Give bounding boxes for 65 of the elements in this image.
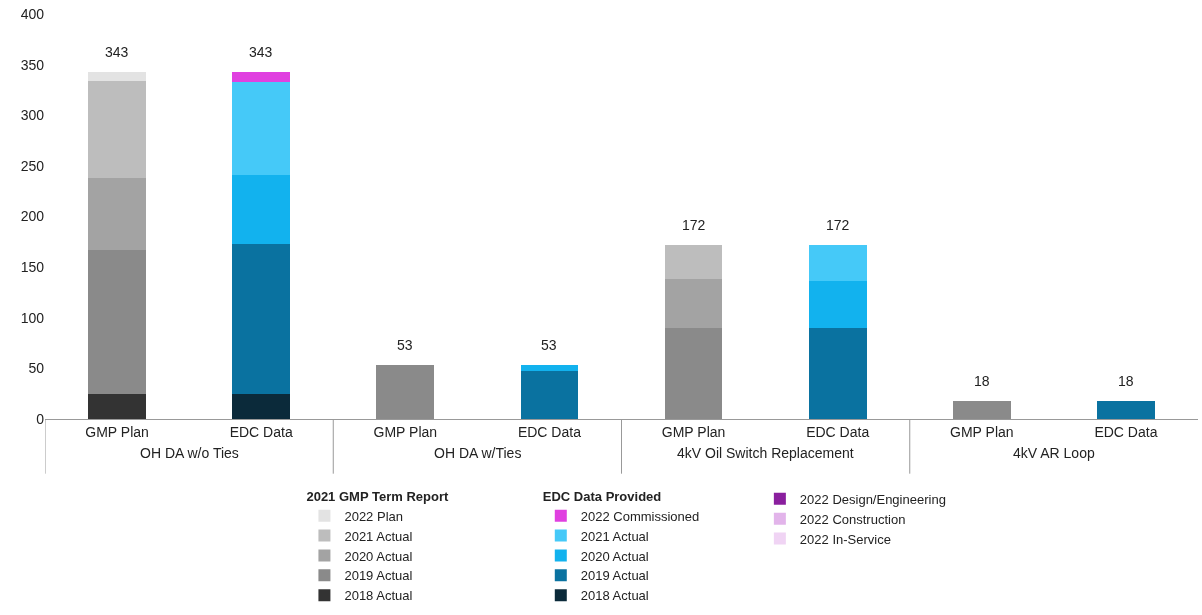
total-label: 18	[974, 373, 990, 389]
y-tick-label: 250	[20, 157, 45, 174]
total-label: 18	[1118, 373, 1134, 389]
legend-label: 2018 Actual	[580, 588, 649, 604]
bar	[88, 80, 146, 179]
bar	[232, 243, 291, 394]
bar	[232, 81, 291, 175]
total-label: 172	[682, 217, 706, 233]
bar	[1097, 400, 1155, 419]
bar	[376, 365, 435, 419]
legend-label: 2020 Actual	[580, 548, 649, 564]
y-tick-label: 100	[20, 309, 45, 326]
bar	[520, 365, 579, 372]
bar	[88, 249, 146, 394]
legend-label: 2019 Actual	[344, 568, 413, 584]
bar	[808, 244, 867, 282]
text: 4kV AR Loop	[1013, 445, 1095, 461]
legend-label: 2018 Actual	[344, 588, 413, 604]
x-tick-label: EDC Data	[806, 423, 870, 440]
text: 2021 GMP Term Report	[306, 488, 449, 504]
total-label: 343	[105, 44, 129, 60]
x-tick-label: EDC Data	[1094, 423, 1158, 440]
total-label: 53	[397, 337, 413, 353]
legend-label: 2022 Commissioned	[580, 508, 700, 524]
text: EDC Data Provided	[542, 488, 662, 504]
bar	[664, 327, 723, 419]
y-tick-label: 150	[20, 259, 45, 276]
y-tick-label: 200	[20, 208, 45, 225]
legend-label: 2020 Actual	[344, 548, 413, 564]
text: OH DA w/o Ties	[140, 445, 239, 461]
y-tick-label: 300	[20, 107, 45, 124]
y-tick-label: 50	[28, 360, 45, 377]
legend-label: 2021 Actual	[344, 528, 413, 544]
total-label: 343	[249, 44, 273, 60]
legend-label: 2019 Actual	[580, 568, 649, 584]
bar	[808, 281, 867, 328]
bar	[664, 279, 723, 328]
x-tick-label: GMP Plan	[950, 423, 1014, 440]
legend-label: 2022 Plan	[344, 508, 403, 524]
bar	[664, 244, 723, 280]
x-tick-label: GMP Plan	[373, 423, 438, 440]
legend-label: 2022 In-Service	[799, 531, 891, 547]
bar	[232, 71, 291, 82]
y-tick-label: 350	[20, 56, 45, 73]
bar	[520, 371, 579, 419]
text: OH DA w/Ties	[434, 445, 522, 461]
bar	[232, 174, 291, 244]
x-tick-label: EDC Data	[229, 423, 293, 440]
y-tick-label: 0	[36, 410, 45, 427]
y-tick-label: 400	[20, 5, 45, 22]
x-tick-label: GMP Plan	[661, 423, 726, 440]
bar	[232, 393, 291, 419]
legend-label: 2022 Design/Engineering	[799, 491, 946, 507]
text: 4kV Oil Switch Replacement	[677, 445, 854, 461]
legend-label: 2022 Construction	[799, 511, 906, 527]
bar	[88, 71, 146, 81]
x-tick-label: GMP Plan	[85, 423, 149, 440]
legend-label: 2021 Actual	[580, 528, 649, 544]
bar	[88, 178, 146, 250]
bar	[952, 400, 1011, 419]
bar	[808, 327, 867, 419]
total-label: 53	[541, 337, 557, 353]
x-tick-label: EDC Data	[517, 423, 582, 440]
total-label: 172	[826, 217, 850, 233]
bar	[88, 393, 146, 419]
